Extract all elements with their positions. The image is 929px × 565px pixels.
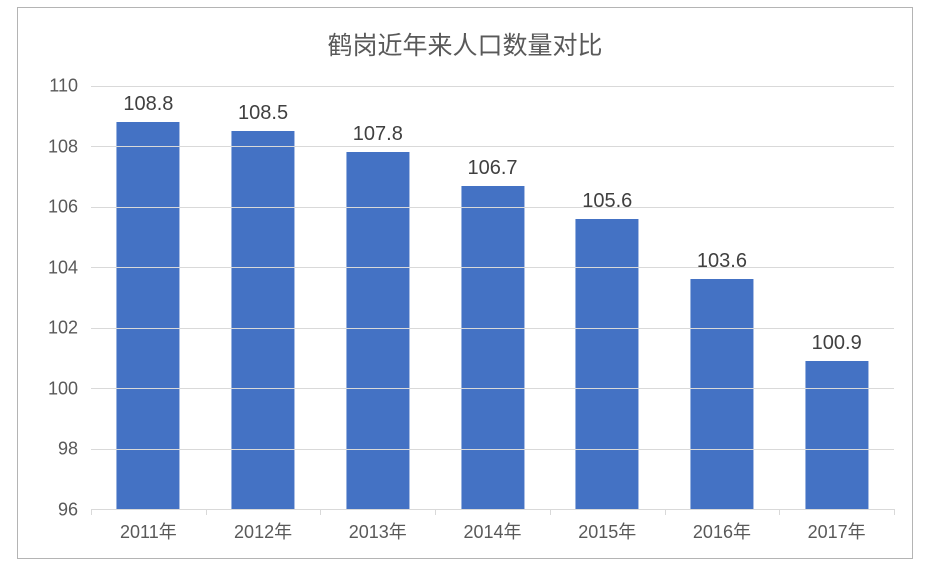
- bar-slot: 103.6: [665, 86, 780, 509]
- plot-wrapper: 9698100102104106108110 108.8108.5107.810…: [36, 86, 894, 510]
- gridline: [91, 328, 894, 329]
- bar-slot: 100.9: [779, 86, 894, 509]
- bar: 108.5: [232, 131, 295, 509]
- y-tick-label: 102: [48, 318, 78, 339]
- bar-value-label: 100.9: [812, 332, 862, 355]
- y-tick-label: 108: [48, 136, 78, 157]
- x-axis-label: 2015年: [550, 518, 665, 544]
- bar-slot: 107.8: [320, 86, 435, 509]
- gridline: [91, 267, 894, 268]
- bar: 108.8: [117, 122, 180, 509]
- plot-area: 108.8 108.5 107.8 106.7 105.6 103.6 100.9: [91, 86, 894, 510]
- bar: 100.9: [805, 361, 868, 509]
- bar-slot: 105.6: [550, 86, 665, 509]
- y-axis: 9698100102104106108110: [36, 86, 86, 510]
- chart-container: 鹤岗近年来人口数量对比 96 98 100 102 104 106 108 110 108.8…: [17, 7, 913, 559]
- bar-slot: 108.8: [91, 86, 206, 509]
- gridline: [91, 146, 894, 147]
- x-axis: 2011年2012年2013年2014年2015年2016年2017年: [91, 510, 894, 544]
- gridline: [91, 207, 894, 208]
- y-tick-label: 98: [58, 439, 78, 460]
- x-tick-mark: [894, 509, 895, 515]
- bar-value-label: 105.6: [582, 190, 632, 213]
- gridline: [91, 86, 894, 87]
- y-tick-label: 110: [49, 76, 78, 97]
- bar-value-label: 107.8: [353, 123, 403, 146]
- y-tick-label: 104: [48, 257, 78, 278]
- bar-slot: 108.5: [206, 86, 321, 509]
- bars-row: 108.8 108.5 107.8 106.7 105.6 103.6 100.9: [91, 86, 894, 509]
- gridline: [91, 388, 894, 389]
- bar-value-label: 106.7: [467, 157, 517, 180]
- bar: 106.7: [461, 186, 524, 509]
- x-axis-label: 2012年: [206, 518, 321, 544]
- x-axis-label: 2011年: [91, 518, 206, 544]
- x-axis-label: 2016年: [665, 518, 780, 544]
- x-axis-label: 2013年: [320, 518, 435, 544]
- gridline: [91, 449, 894, 450]
- chart-title: 鹤岗近年来人口数量对比: [18, 8, 912, 70]
- bar-slot: 106.7: [435, 86, 550, 509]
- bar-value-label: 103.6: [697, 250, 747, 273]
- x-axis-label: 2014年: [435, 518, 550, 544]
- bar-value-label: 108.8: [123, 93, 173, 116]
- bar-value-label: 108.5: [238, 102, 288, 125]
- bar: 105.6: [576, 219, 639, 509]
- y-tick-label: 106: [48, 197, 78, 218]
- bar: 103.6: [690, 279, 753, 509]
- y-tick-label: 100: [48, 378, 78, 399]
- y-tick-label: 96: [58, 500, 78, 521]
- x-axis-label: 2017年: [779, 518, 894, 544]
